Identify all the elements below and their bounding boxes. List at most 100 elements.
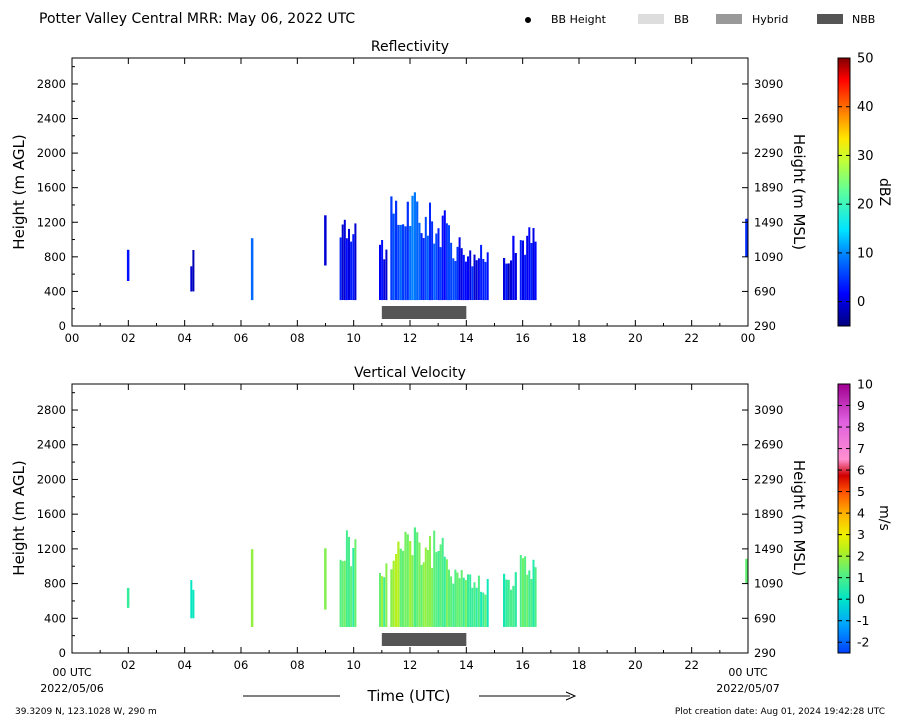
y-tick-label: 2800 <box>37 403 66 417</box>
echo-cell <box>324 548 327 610</box>
echo-streak <box>745 558 748 584</box>
echo-cell <box>452 569 469 627</box>
echo-streak <box>526 235 529 300</box>
echo-streak <box>354 223 357 301</box>
colorbar-tick-label: 1 <box>857 570 865 585</box>
echo-streak <box>383 577 386 627</box>
echo-streak <box>534 241 537 301</box>
y-right-tick-label: 1890 <box>754 507 783 521</box>
x-tick-label: 00 <box>741 331 756 345</box>
echo-streak <box>473 254 476 300</box>
echo-streak <box>190 266 193 292</box>
legend-bb-height-label: BB Height <box>551 13 607 26</box>
y-right-tick-label: 3090 <box>754 77 783 91</box>
echo-cell <box>324 215 327 266</box>
y-tick-label: 800 <box>44 577 66 591</box>
x-tick-label: 10 <box>346 658 361 672</box>
velocity-colorbar-ticks: -2 -1 0 1 2 3 4 5 6 7 8 9 10 <box>838 377 873 650</box>
colorbar-tick-label: 2 <box>857 549 865 564</box>
echo-streak <box>395 554 398 627</box>
echo-cell <box>503 572 517 627</box>
y-tick-label: 0 <box>59 319 66 333</box>
plot-creation-date: Plot creation date: Aug 01, 2024 19:42:2… <box>675 707 885 717</box>
y-tick-label: 800 <box>44 250 66 264</box>
echo-streak <box>343 560 346 627</box>
x-start-unit: 00 UTC <box>52 666 92 679</box>
echo-streak <box>464 261 467 301</box>
echo-cell <box>435 537 453 627</box>
echo-streak <box>424 216 427 300</box>
x-tick-label: 14 <box>459 658 474 672</box>
echo-streak <box>484 594 487 627</box>
echo-cell <box>250 238 254 301</box>
echo-streak <box>484 261 487 301</box>
echo-cell <box>469 574 489 627</box>
echo-streak <box>126 587 130 608</box>
colorbar-tick-label: 5 <box>857 484 865 499</box>
colorbar-tick-label: 8 <box>857 420 865 435</box>
echo-streak <box>399 224 402 301</box>
echo-streak <box>480 591 483 627</box>
colorbar-tick-label: 7 <box>857 441 865 456</box>
echo-cell <box>126 249 130 281</box>
echo-streak <box>416 532 419 627</box>
echo-streak <box>426 550 429 627</box>
x-tick-label: 06 <box>234 658 249 672</box>
colorbar-tick-label: 30 <box>857 149 874 164</box>
colorbar-tick-label: 20 <box>857 198 874 213</box>
echo-cell <box>418 530 436 627</box>
echo-streak <box>381 576 384 627</box>
x-tick-label: 22 <box>684 658 699 672</box>
echo-streak <box>532 559 535 627</box>
echo-streak <box>126 249 130 281</box>
y-right-tick-label: 1490 <box>754 215 783 229</box>
x-tick-label: 14 <box>459 331 474 345</box>
echo-streak <box>452 258 455 300</box>
y-tick-label: 1600 <box>37 181 66 195</box>
echo-streak <box>458 578 461 627</box>
echo-cell <box>404 527 419 627</box>
echo-streak <box>324 548 327 610</box>
y-right-tick-label: 290 <box>754 319 776 333</box>
echo-streak <box>503 573 506 627</box>
echo-streak <box>416 201 419 301</box>
echo-streak <box>192 250 195 292</box>
colorbar-tick-label: 9 <box>857 398 865 413</box>
echo-streak <box>190 580 193 619</box>
echo-streak <box>486 579 489 627</box>
y-right-tick-label: 1890 <box>754 181 783 195</box>
echo-streak <box>424 547 427 627</box>
echo-streak <box>192 589 195 619</box>
echo-streak <box>402 550 405 627</box>
x-end-unit: 00 UTC <box>728 666 768 679</box>
echo-streak <box>505 579 508 627</box>
echo-streak <box>462 577 465 627</box>
y-right-tick-label: 1090 <box>754 250 783 264</box>
echo-streak <box>379 573 381 627</box>
x-tick-label: 20 <box>628 331 643 345</box>
echo-streak <box>435 552 438 627</box>
echo-cell <box>379 240 388 301</box>
x-end-date: 2022/05/07 <box>716 682 779 695</box>
echo-streak <box>343 219 346 301</box>
echo-streak <box>250 238 254 301</box>
reflectivity-x-axis: 00 02 04 06 08 10 12 14 16 18 20 22 00 <box>65 58 756 345</box>
echo-cell <box>339 530 357 627</box>
legend-hybrid-swatch <box>716 14 742 24</box>
echo-streak <box>473 582 476 627</box>
echo-streak <box>454 569 457 627</box>
echo-streak <box>503 258 506 300</box>
echo-streak <box>528 570 531 627</box>
echo-streak <box>431 567 434 627</box>
y-right-tick-label: 3090 <box>754 403 783 417</box>
echo-streak <box>406 534 409 627</box>
reflectivity-y-axis-left: 0 400 800 1200 1600 2000 2400 2800 <box>37 66 78 333</box>
echo-streak <box>471 266 474 301</box>
dbz-colorbar-label: dBZ <box>876 178 892 206</box>
x-tick-label: 08 <box>290 331 305 345</box>
echo-streak <box>534 567 537 627</box>
colorbar-tick-label: 6 <box>857 463 865 478</box>
colorbar-tick-label: -2 <box>857 635 869 650</box>
echo-streak <box>433 243 436 300</box>
